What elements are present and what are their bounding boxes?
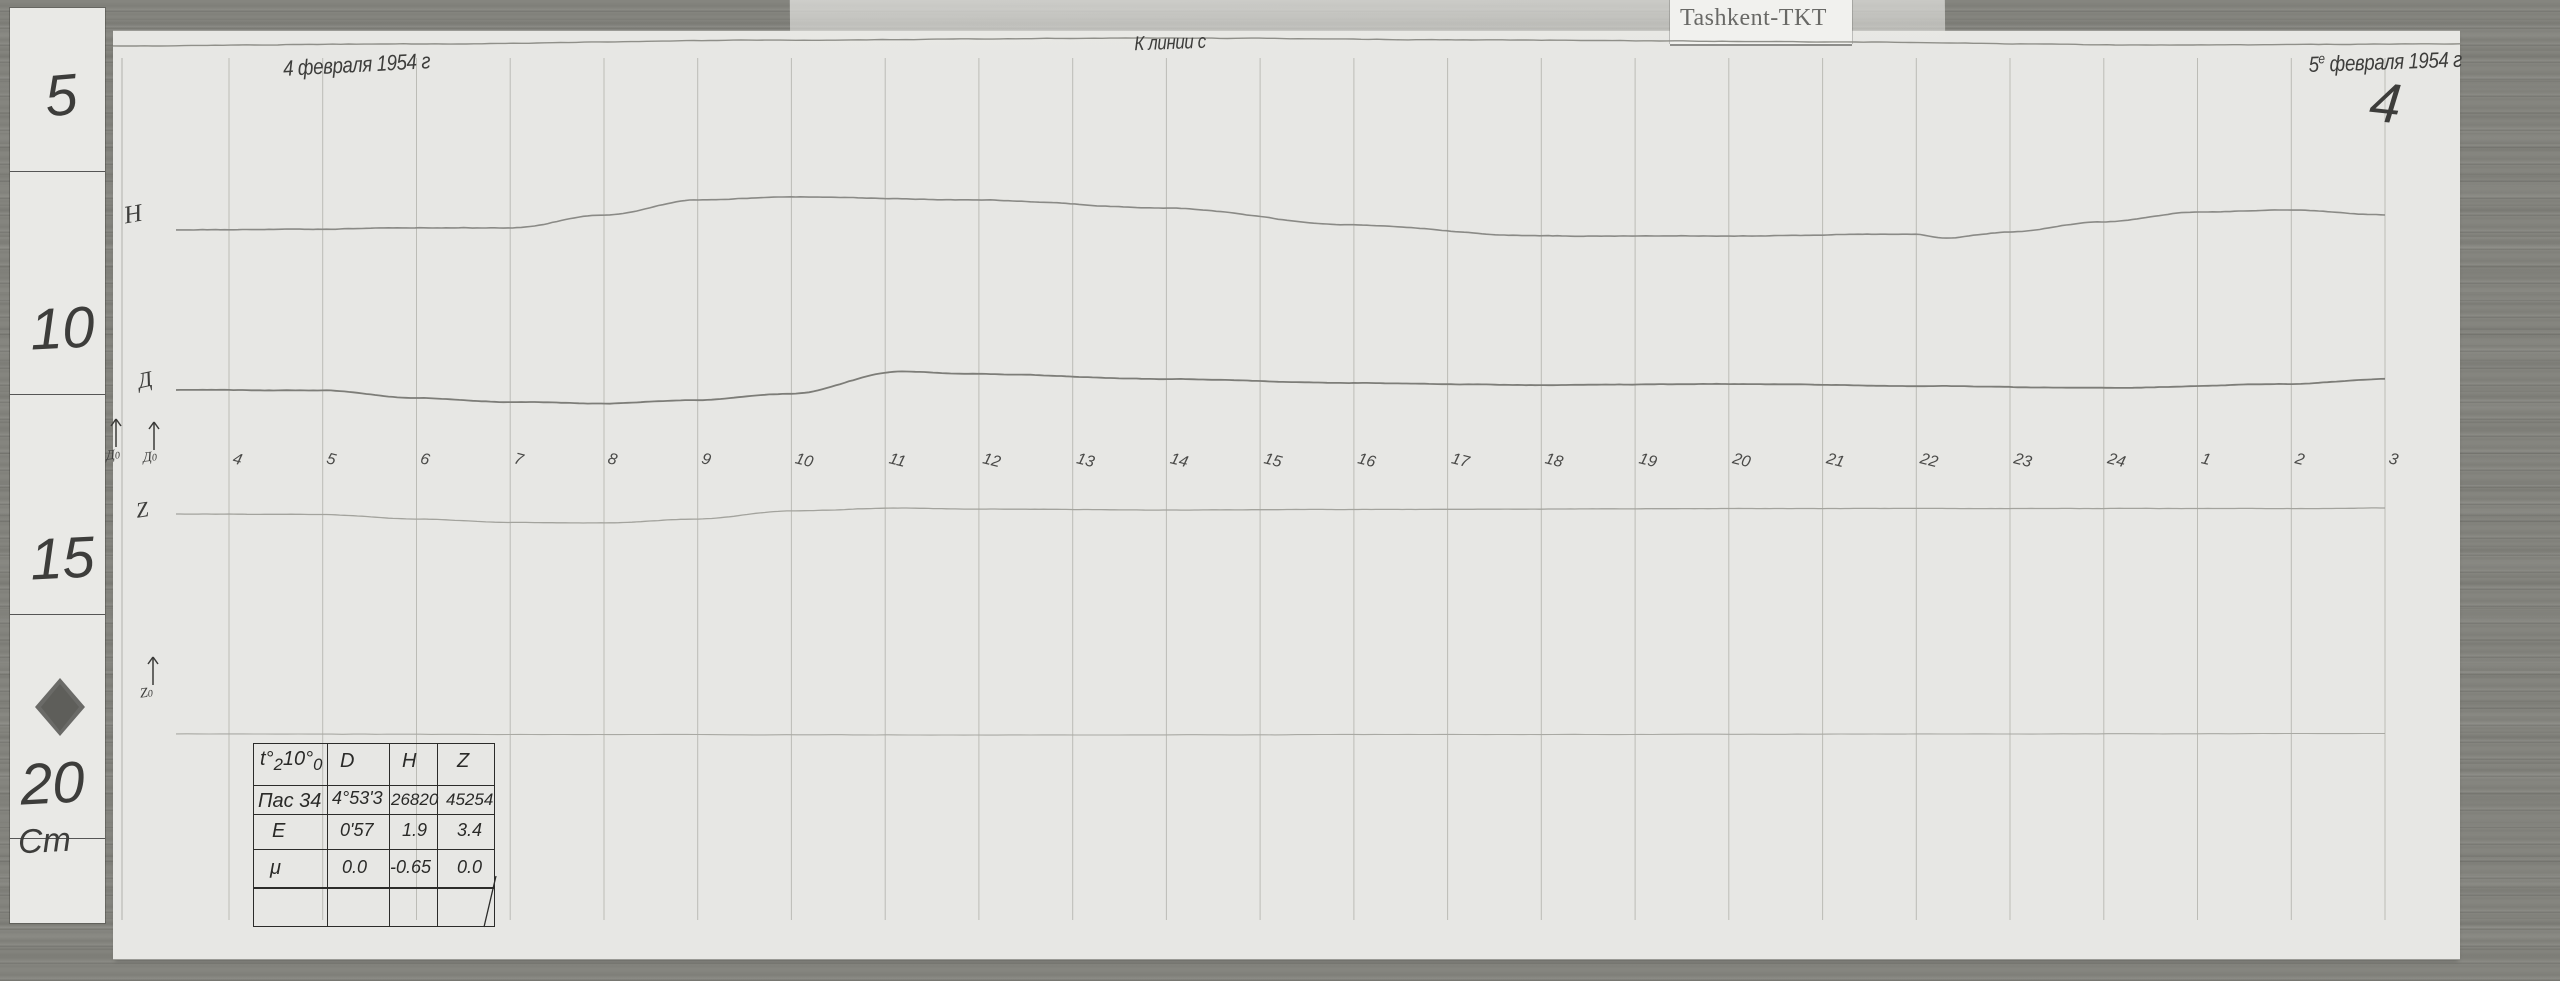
svg-text:13: 13 — [1075, 450, 1096, 471]
svg-text:2: 2 — [2292, 450, 2306, 469]
svg-text:20: 20 — [1730, 450, 1752, 471]
svg-text:3: 3 — [2387, 450, 2400, 469]
svg-text:7: 7 — [512, 450, 526, 469]
svg-text:8: 8 — [606, 450, 619, 469]
svg-text:18: 18 — [1543, 450, 1564, 471]
svg-text:21: 21 — [1824, 450, 1846, 471]
svg-text:23: 23 — [2011, 450, 2033, 471]
svg-text:11: 11 — [887, 450, 907, 471]
svg-text:6: 6 — [419, 450, 432, 469]
svg-text:12: 12 — [981, 450, 1002, 471]
svg-text:1: 1 — [2200, 450, 2213, 469]
svg-text:16: 16 — [1356, 450, 1377, 471]
svg-text:22: 22 — [1917, 450, 1939, 471]
svg-text:17: 17 — [1450, 450, 1472, 471]
svg-text:4: 4 — [231, 450, 244, 469]
svg-text:14: 14 — [1168, 450, 1189, 471]
svg-text:15: 15 — [1262, 450, 1283, 471]
svg-text:5: 5 — [325, 450, 338, 469]
svg-text:9: 9 — [700, 450, 713, 469]
svg-text:24: 24 — [2105, 450, 2127, 471]
svg-text:19: 19 — [1637, 450, 1658, 471]
svg-text:10: 10 — [793, 450, 814, 471]
